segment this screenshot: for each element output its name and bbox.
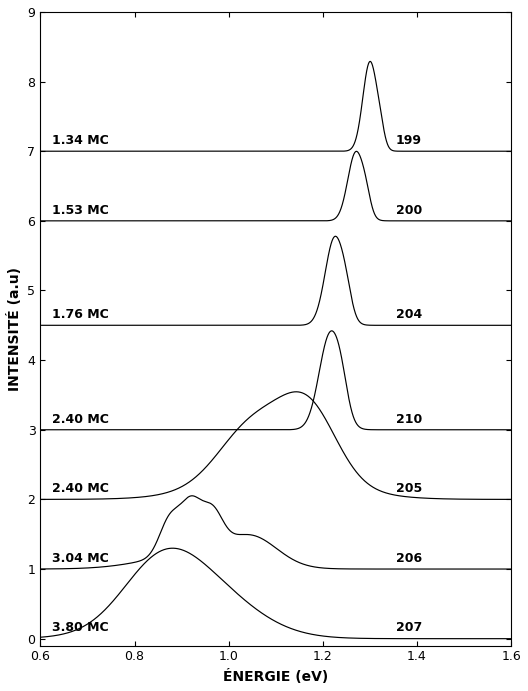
X-axis label: ÉNERGIE (eV): ÉNERGIE (eV) bbox=[223, 669, 328, 684]
Text: 1.34 MC: 1.34 MC bbox=[52, 134, 109, 147]
Y-axis label: INTENSITÉ (a.u): INTENSITÉ (a.u) bbox=[7, 267, 22, 391]
Text: 2.40 MC: 2.40 MC bbox=[52, 482, 109, 495]
Text: 1.76 MC: 1.76 MC bbox=[52, 308, 109, 321]
Text: 207: 207 bbox=[396, 621, 422, 634]
Text: 1.53 MC: 1.53 MC bbox=[52, 204, 109, 217]
Text: 205: 205 bbox=[396, 482, 422, 495]
Text: 206: 206 bbox=[396, 552, 422, 565]
Text: 3.80 MC: 3.80 MC bbox=[52, 621, 109, 634]
Text: 3.04 MC: 3.04 MC bbox=[52, 552, 109, 565]
Text: 204: 204 bbox=[396, 308, 422, 321]
Text: 200: 200 bbox=[396, 204, 422, 217]
Text: 199: 199 bbox=[396, 134, 422, 147]
Text: 210: 210 bbox=[396, 413, 422, 426]
Text: 2.40 MC: 2.40 MC bbox=[52, 413, 109, 426]
